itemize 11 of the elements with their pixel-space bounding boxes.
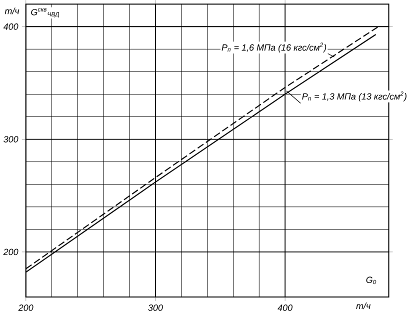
x-tick-label: 200 xyxy=(18,304,34,311)
x-tick-label: 300 xyxy=(148,304,163,311)
y-axis-title: т/ч xyxy=(4,8,20,14)
annotation: G$_{0}$ xyxy=(366,276,376,284)
x-axis-title: т/ч xyxy=(356,302,371,310)
y-tick-label: 400 xyxy=(3,23,18,30)
x-tick-label: 400 xyxy=(278,304,293,311)
y-tick-label: 300 xyxy=(4,136,18,142)
legend-label: P$_{п}$ = 1,3 МПа (13 кгс/см$^{2}$) xyxy=(302,91,406,102)
series-label: P$_{п}$ = 1,6 МПа (16 кгс/см$^{2}$) xyxy=(222,42,326,52)
y-tick-label: 200 xyxy=(3,248,18,256)
